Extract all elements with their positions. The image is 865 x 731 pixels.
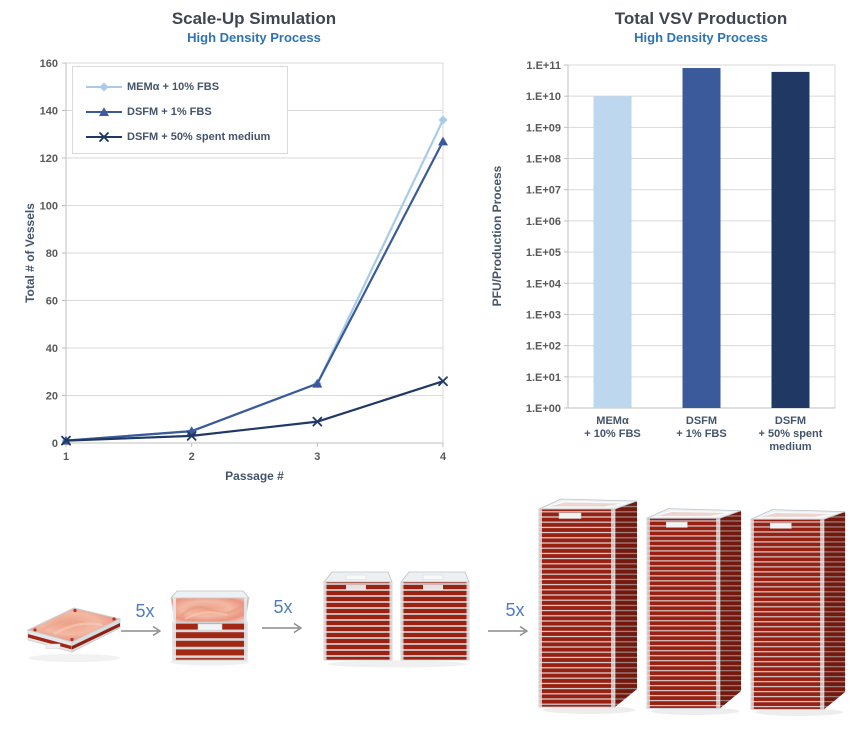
y-tick-label: 1.E+00: [526, 403, 561, 415]
y-tick-label: 1.E+06: [526, 216, 561, 228]
legend-triangle-marker-icon: [86, 106, 122, 116]
data-point-marker: [438, 136, 448, 146]
x-category-label: DSFM + 1% FBS: [676, 415, 726, 440]
y-tick-label: 1.E+08: [526, 154, 561, 166]
y-tick-label: 0: [52, 438, 58, 450]
data-point-marker: [186, 430, 197, 441]
scale-factor-label-1: 5x: [135, 601, 155, 621]
data-point-marker: [312, 378, 323, 388]
left-chart-x-axis-label: Passage #: [225, 469, 284, 483]
y-tick-label: 1.E+04: [526, 278, 562, 290]
data-point-marker: [312, 416, 323, 427]
legend-label: DSFM + 1% FBS: [127, 105, 212, 118]
x-tick-label: 1: [63, 451, 69, 463]
right-chart-title: Total VSV Production: [614, 9, 788, 28]
legend-marker: [99, 131, 109, 142]
y-tick-label: 1.E+10: [526, 91, 561, 103]
x-category-label: DSFM + 50% spent medium: [759, 415, 823, 453]
cell-stack-10-layer-double-image: [320, 566, 475, 668]
y-tick-label: 60: [46, 296, 58, 308]
data-point-marker: [438, 115, 448, 125]
x-category-label: MEMα + 10% FBS: [584, 415, 641, 440]
x-tick-label: 2: [189, 451, 195, 463]
cell-stack-40-layer-image-2: [643, 501, 747, 716]
y-tick-label: 20: [46, 391, 58, 403]
data-point-marker: [438, 376, 448, 387]
y-tick-label: 160: [40, 58, 58, 70]
y-tick-label: 40: [46, 343, 58, 355]
x-tick-label: 3: [314, 451, 320, 463]
y-tick-label: 100: [40, 201, 58, 213]
y-tick-label: 1.E+11: [526, 60, 561, 72]
legend-label: MEMα + 10% FBS: [127, 80, 220, 93]
legend-marker: [99, 82, 109, 91]
legend-label: DSFM + 50% spent medium: [127, 130, 271, 143]
legend-x-marker-icon: [86, 131, 122, 142]
y-tick-label: 140: [40, 106, 58, 118]
series-x: [61, 376, 448, 446]
right-chart-subtitle: High Density Process: [634, 30, 768, 45]
series-line: [65, 140, 444, 442]
y-tick-label: 1.E+07: [526, 185, 561, 197]
bar-0: [593, 96, 632, 408]
left-chart-subtitle: High Density Process: [187, 30, 321, 45]
left-chart-legend: MEMα + 10% FBS DSFM + 1% FBS DSFM + 50% sp…: [72, 66, 288, 154]
vsv-production-bar-chart: 1.E+00 1.E+01 1.E+02 1.E+03 1.E+04 1.E+05 1.E+…: [526, 60, 836, 453]
left-chart-title: Scale-Up Simulation: [171, 9, 337, 28]
y-tick-label: 1.E+03: [526, 309, 561, 321]
legend-item: MEMα + 10% FBS: [86, 74, 287, 99]
cell-stack-40-layer-image-1: [537, 491, 641, 715]
y-tick-label: 1.E+02: [526, 341, 561, 353]
cell-stack-5-layer-image: [165, 588, 255, 666]
arrow-right-icon-3: [488, 625, 529, 637]
cell-culture-tray-1-layer-image: [20, 600, 125, 666]
bar-1: [682, 68, 721, 409]
legend-item: DSFM + 50% spent medium: [86, 124, 287, 149]
series-line: [65, 119, 444, 442]
arrow-right-icon-1: [121, 625, 162, 637]
y-tick-label: 1.E+01: [526, 372, 561, 384]
cell-stack-40-layer-image-3: [747, 502, 851, 717]
series-line: [65, 380, 444, 442]
legend-item: DSFM + 1% FBS: [86, 99, 287, 124]
arrow-right-icon-2: [262, 622, 303, 634]
legend-marker: [99, 106, 109, 116]
data-point-marker: [61, 435, 71, 446]
scale-up-line-chart: 0 20 40 60 80 100 120 140 160 1 2 3 4: [40, 58, 448, 463]
y-tick-label: 80: [46, 248, 58, 260]
y-tick-label: 1.E+05: [526, 247, 561, 259]
y-tick-label: 1.E+09: [526, 122, 561, 134]
scale-factor-label-2: 5x: [273, 597, 293, 617]
legend-diamond-marker-icon: [86, 82, 122, 91]
bar-2: [771, 71, 810, 408]
scale-factor-label-3: 5x: [505, 600, 525, 620]
x-tick-label: 4: [440, 451, 447, 463]
y-tick-label: 120: [40, 153, 58, 165]
